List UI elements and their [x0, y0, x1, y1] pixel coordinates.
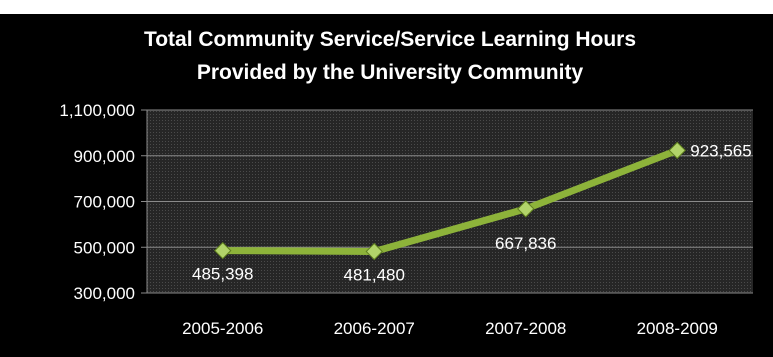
- x-tick-label: 2007-2008: [485, 319, 566, 338]
- y-tick-label: 900,000: [74, 147, 135, 166]
- chart-title-line-1: Total Community Service/Service Learning…: [144, 28, 636, 51]
- x-axis-tick-labels: 2005-2006 2006-2007 2007-2008 2008-2009: [182, 319, 718, 338]
- data-label: 485,398: [192, 265, 253, 284]
- data-label: 667,836: [495, 234, 556, 253]
- series-line: [219, 146, 681, 255]
- data-label: 923,565: [690, 141, 751, 160]
- y-tick-label: 700,000: [74, 193, 135, 212]
- x-tick-label: 2005-2006: [182, 319, 263, 338]
- data-point-marker: [517, 200, 535, 218]
- data-label: 481,480: [344, 265, 405, 284]
- data-markers: [214, 141, 686, 261]
- data-point-marker: [214, 241, 232, 260]
- data-labels: 485,398 481,480 667,836 923,565: [192, 141, 752, 284]
- y-tick-label: 500,000: [74, 238, 135, 257]
- data-point-marker: [668, 141, 686, 160]
- y-axis-tick-labels: 300,000 500,000 700,000 900,000 1,100,000: [59, 101, 135, 303]
- series-line-layer: [219, 146, 681, 255]
- chart-title-line-2: Provided by the University Community: [197, 61, 584, 84]
- x-tick-label: 2008-2009: [637, 319, 718, 338]
- x-tick-label: 2006-2007: [334, 319, 415, 338]
- y-tick-label: 1,100,000: [59, 101, 135, 120]
- y-tick-label: 300,000: [74, 284, 135, 303]
- data-point-marker: [365, 242, 383, 261]
